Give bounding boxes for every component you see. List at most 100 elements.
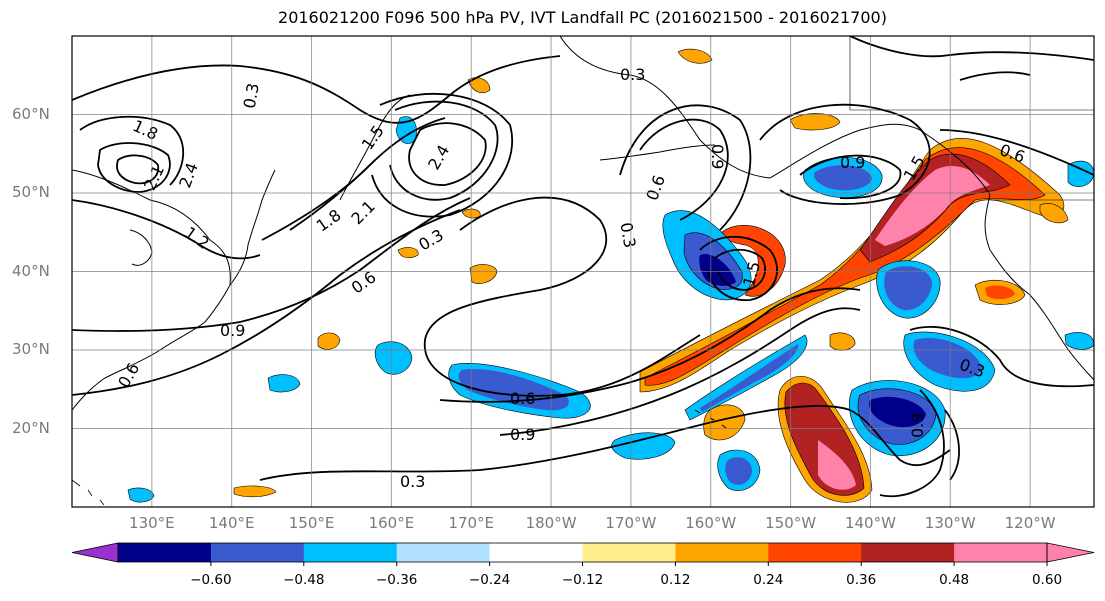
longitude-label: 170°E xyxy=(448,514,495,532)
longitude-label: 120°W xyxy=(1004,514,1056,532)
longitude-label: 170°W xyxy=(605,514,657,532)
latitude-label: 30°N xyxy=(12,340,50,358)
orange-blob-1 xyxy=(469,264,498,284)
pv-contour-low-loop-2 xyxy=(714,248,767,291)
shading-layer xyxy=(127,48,1094,503)
colorbar-tick-label: 0.36 xyxy=(846,572,877,588)
colorbar-tick-label: −0.12 xyxy=(561,572,604,588)
pv-contour-jet-loop-1 xyxy=(389,100,499,201)
pv-contour-0.9-gulf xyxy=(619,104,752,231)
contour-label: 0.9 xyxy=(510,425,535,444)
pv-contour-jet-loop-2 xyxy=(371,92,514,218)
longitude-label: 150°E xyxy=(288,514,335,532)
colorbar-segment xyxy=(303,543,398,562)
orange-blob-7 xyxy=(1039,203,1069,224)
islands-west xyxy=(72,479,105,506)
contour-label: 0.9 xyxy=(908,413,927,438)
na-border xyxy=(849,36,1094,201)
orange-blob-3 xyxy=(317,332,341,350)
colorbar-tick-label: 0.48 xyxy=(939,572,970,588)
colorbar-extend-max xyxy=(1046,542,1095,563)
contour-label: 0.9 xyxy=(840,153,865,172)
pv-contour-1.8-west xyxy=(79,115,185,186)
pv-contour-ne-1 xyxy=(759,103,931,205)
contour-label: 0.9 xyxy=(220,321,245,340)
blue-blob-small-4-core xyxy=(725,457,752,485)
pv-contour-east-0.9 xyxy=(944,409,960,481)
orange-blob-5-core xyxy=(985,285,1015,300)
colorbar-tick-label: −0.24 xyxy=(468,572,511,588)
pv-contour-east-0.6 xyxy=(879,389,945,498)
gridlines xyxy=(72,36,1094,507)
pv-contour-low-loop-1 xyxy=(699,235,778,301)
pv-contour-0.6-gulf xyxy=(639,118,729,221)
colorbar-segment xyxy=(489,543,583,562)
colorbar-segment xyxy=(768,543,862,562)
contour-label: 0.3 xyxy=(620,65,645,84)
pv-contour-0.6-south xyxy=(439,287,861,403)
blue-blob-e-core xyxy=(913,338,982,379)
colorbar-tick-label: −0.36 xyxy=(376,572,418,588)
contour-label: 0.3 xyxy=(240,82,263,110)
pv-contour-2.1-jet xyxy=(289,159,376,231)
pv-contour-0.3-central xyxy=(424,196,701,397)
pv-contour-0.3-south xyxy=(259,405,951,481)
blue-blob-s-core xyxy=(869,396,926,428)
colorbar-tick-label: −0.48 xyxy=(283,572,325,588)
latitude-label: 40°N xyxy=(12,261,50,280)
blue-low-core xyxy=(699,254,736,286)
pv-contour-top-right-2 xyxy=(959,71,1031,81)
blue-band-central-core xyxy=(458,369,569,411)
colorbar-segment xyxy=(582,543,676,562)
map-area: 1.8 2.1 2.4 1.2 0.3 0.9 0.6 0.6 0.3 1.8 … xyxy=(72,36,1094,507)
aleutians xyxy=(599,144,716,161)
longitude-label: 150°W xyxy=(765,514,817,532)
japan-coast xyxy=(229,169,276,286)
south-lobe-pink xyxy=(818,440,856,490)
colorbar-tick-label: −0.60 xyxy=(190,572,232,588)
longitude-label: 180°W xyxy=(525,514,577,532)
ar-band-pink xyxy=(875,165,990,246)
pv-contour-coast-0.6 xyxy=(939,129,1094,176)
colorbar-tick-label: 0.60 xyxy=(1031,572,1063,588)
pv-contour-2.1-west xyxy=(97,142,171,193)
pv-contour-0.6-jet xyxy=(72,209,461,396)
blue-blob-mid-core xyxy=(884,266,932,311)
longitude-label: 130°E xyxy=(129,514,175,532)
colorbar-segment xyxy=(396,543,491,562)
blue-band-sw-core xyxy=(700,344,799,412)
pv-contour-2.4-jet xyxy=(408,122,487,186)
orange-blob-12 xyxy=(397,247,419,259)
contour-label: 0.3 xyxy=(616,221,639,249)
pv-contour-1.2-west xyxy=(72,199,261,260)
blue-blob-small-2 xyxy=(267,374,301,393)
colorbar-segment xyxy=(210,543,305,562)
orange-blob-4 xyxy=(829,332,856,351)
spiral-orange xyxy=(721,225,786,297)
orange-blob-9 xyxy=(233,485,277,498)
contour-label: 0.9 xyxy=(708,144,727,169)
pv-contours xyxy=(72,36,1094,498)
colorbar-tick-label: 0.12 xyxy=(660,572,691,588)
asia-coast xyxy=(72,169,231,411)
latitude-label: 60°N xyxy=(12,104,50,123)
blue-blob-ne-core xyxy=(814,165,872,191)
colorbar-segment xyxy=(861,543,955,562)
longitude-label: 130°W xyxy=(924,514,976,532)
chart-title: 2016021200 F096 500 hPa PV, IVT Landfall… xyxy=(278,8,887,27)
longitude-label: 160°W xyxy=(685,514,737,532)
blue-blob-small-7 xyxy=(127,487,155,503)
orange-blob-11 xyxy=(677,48,713,64)
alaska-coast xyxy=(559,36,991,196)
blue-blob-small-3 xyxy=(611,432,676,460)
longitude-label: 160°E xyxy=(368,514,415,532)
contour-label: 0.6 xyxy=(510,389,535,408)
contour-label: 0.3 xyxy=(400,472,425,491)
longitude-label: 140°W xyxy=(844,514,896,532)
longitude-label: 140°E xyxy=(208,514,255,532)
colorbar xyxy=(71,542,1095,566)
colorbar-segment xyxy=(954,543,1048,562)
latitude-label: 50°N xyxy=(12,183,50,201)
pv-contour-east-0.3 xyxy=(909,326,1094,388)
